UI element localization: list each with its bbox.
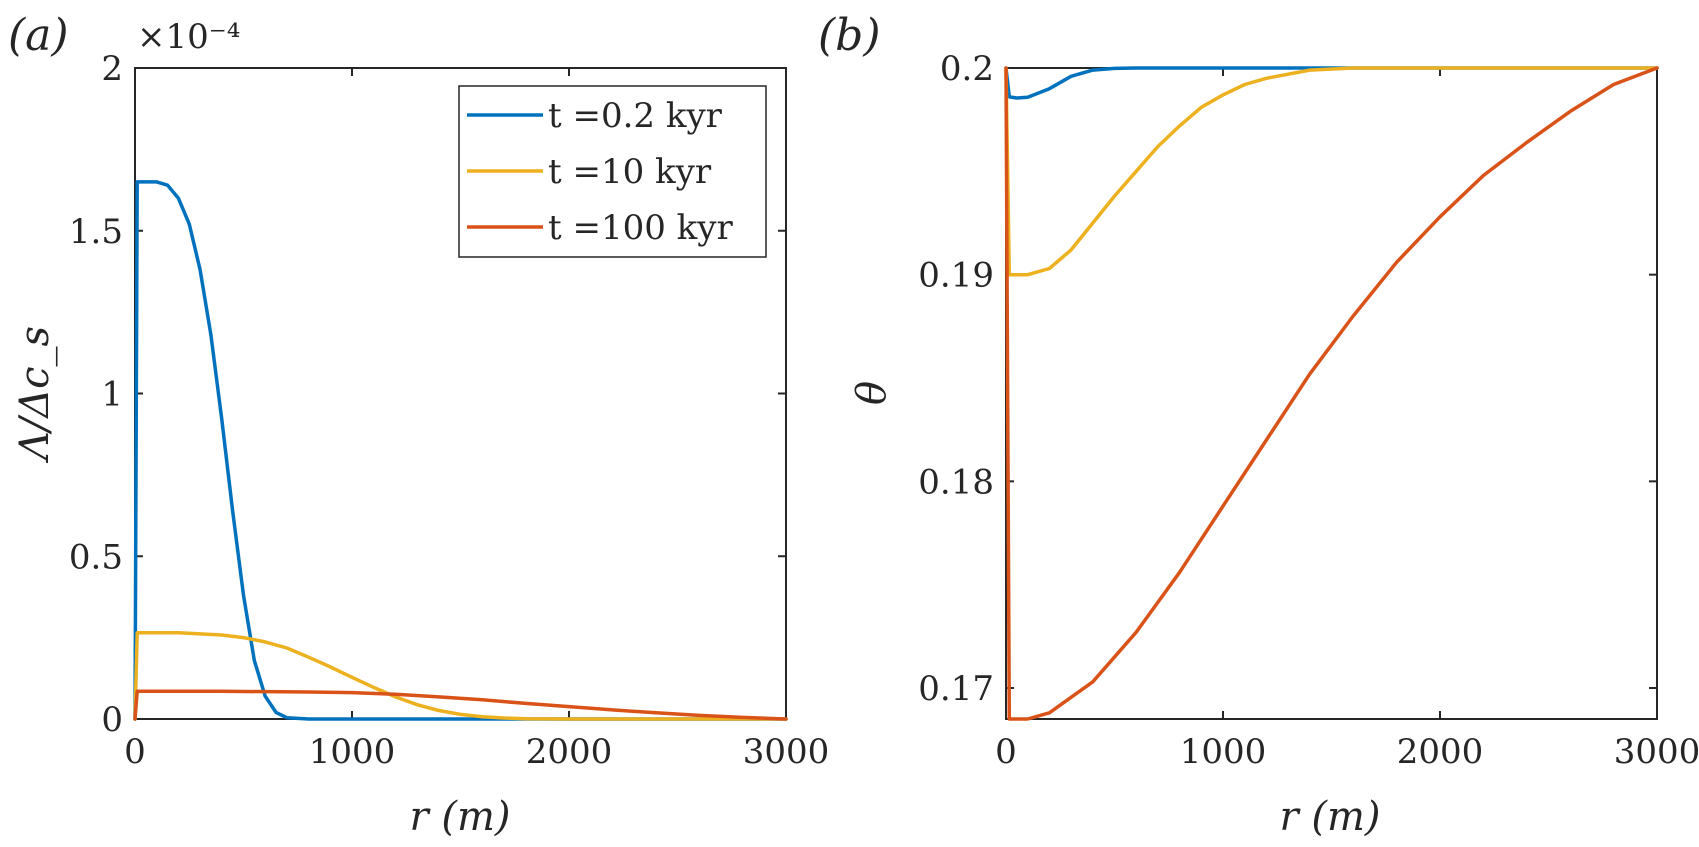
panel-a: (a) 0 1000 2000 3000 0 0.5 1 1.5 2 ×10⁻⁴ r (m) Λ… xyxy=(8,10,829,840)
panel-b-label: (b) xyxy=(818,10,881,61)
panel-a-series-line-1 xyxy=(133,630,788,721)
panel-a-y-tick-label: 0 xyxy=(101,700,123,740)
panel-b-y-tick-label: 0.2 xyxy=(940,49,994,89)
panel-b-axes-box xyxy=(1005,67,1658,720)
panel-a-plot-area xyxy=(133,180,788,721)
panel-a-x-tick-label: 2000 xyxy=(526,732,613,772)
panel-b-x-tick-label: 2000 xyxy=(1397,732,1484,772)
panel-a-x-axis-label: r (m) xyxy=(410,794,511,840)
panel-b-x-tick-label: 3000 xyxy=(1614,732,1699,772)
legend-label-0: t =0.2 kyr xyxy=(548,96,723,136)
panel-a-label: (a) xyxy=(8,10,69,61)
panel-a-y-axis-label: Λ/Δc_s xyxy=(12,326,58,464)
panel-a-legend: t =0.2 kyr t =10 kyr t =100 kyr xyxy=(458,85,767,258)
panel-b: (b) 0 1000 2000 3000 0.17 0.18 0.19 0.2 r (m) θ xyxy=(818,10,1699,840)
panel-a-y-multiplier: ×10⁻⁴ xyxy=(137,17,240,57)
panel-a-ticks: 0 1000 2000 3000 0 0.5 1 1.5 2 xyxy=(69,49,829,772)
panel-a-y-tick-label: 1.5 xyxy=(69,212,123,252)
panel-a-y-tick-label: 0.5 xyxy=(69,537,123,577)
legend-label-2: t =100 kyr xyxy=(548,208,733,248)
panel-a-x-tick-label: 0 xyxy=(124,732,146,772)
panel-b-x-tick-label: 0 xyxy=(995,732,1017,772)
panel-b-x-axis-label: r (m) xyxy=(1280,794,1381,840)
panel-b-ticks: 0 1000 2000 3000 0.17 0.18 0.19 0.2 xyxy=(918,49,1699,772)
panel-a-x-tick-label: 3000 xyxy=(743,732,830,772)
panel-a-series-line-0 xyxy=(133,180,788,721)
panel-a-x-tick-label: 1000 xyxy=(309,732,396,772)
panel-b-series-line-2 xyxy=(1004,66,1659,721)
panel-b-y-axis-label: θ xyxy=(849,381,895,405)
panel-a-y-tick-label: 1 xyxy=(101,375,123,415)
panel-b-series-line-1 xyxy=(1004,66,1659,277)
panel-b-series-line-0 xyxy=(1004,66,1659,100)
legend-label-1: t =10 kyr xyxy=(548,152,712,192)
panel-a-y-tick-label: 2 xyxy=(101,49,123,89)
panel-b-x-tick-label: 1000 xyxy=(1180,732,1267,772)
panel-b-y-tick-label: 0.17 xyxy=(918,669,994,709)
panel-b-plot-area xyxy=(1004,66,1659,721)
panel-a-series-line-2 xyxy=(133,689,788,721)
panel-b-y-tick-label: 0.19 xyxy=(918,256,994,296)
panel-b-y-tick-label: 0.18 xyxy=(918,462,994,502)
